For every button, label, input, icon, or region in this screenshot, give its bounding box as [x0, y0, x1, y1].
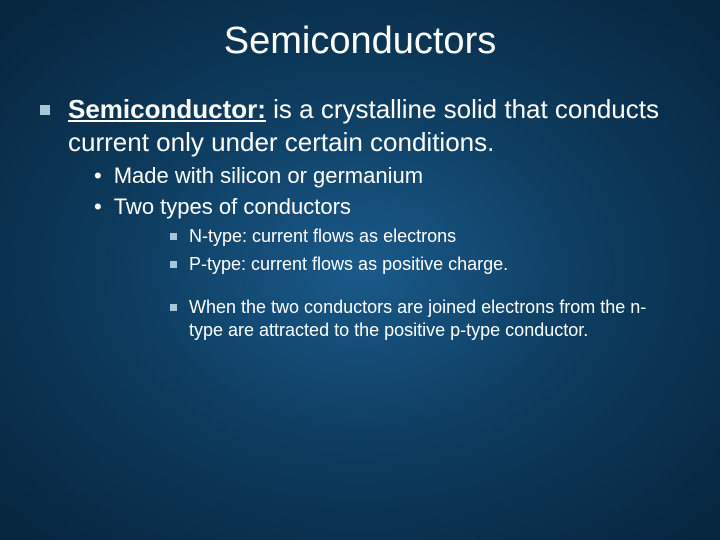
bullet-level3: When the two conductors are joined elect…: [170, 296, 680, 343]
level3-text: N-type: current flows as electrons: [189, 225, 456, 248]
dot-bullet-icon: •: [94, 193, 102, 222]
square-bullet-icon: [170, 261, 177, 268]
bullet-level2: • Two types of conductors: [94, 193, 680, 222]
square-bullet-icon: [40, 105, 50, 115]
spacer: [40, 276, 680, 292]
square-bullet-icon: [170, 233, 177, 240]
dot-bullet-icon: •: [94, 162, 102, 191]
level2-text: Two types of conductors: [114, 193, 351, 222]
bullet-level3: N-type: current flows as electrons: [170, 225, 680, 248]
term: Semiconductor:: [68, 94, 266, 124]
bullet-level3: P-type: current flows as positive charge…: [170, 253, 680, 276]
bullet-level2: • Made with silicon or germanium: [94, 162, 680, 191]
slide: Semiconductors Semiconductor: is a cryst…: [0, 0, 720, 540]
level1-text: Semiconductor: is a crystalline solid th…: [68, 93, 680, 158]
level2-text: Made with silicon or germanium: [114, 162, 423, 191]
level3-text: P-type: current flows as positive charge…: [189, 253, 508, 276]
level3-text: When the two conductors are joined elect…: [189, 296, 680, 343]
slide-title: Semiconductors: [40, 20, 680, 63]
square-bullet-icon: [170, 304, 177, 311]
bullet-level1: Semiconductor: is a crystalline solid th…: [40, 93, 680, 158]
